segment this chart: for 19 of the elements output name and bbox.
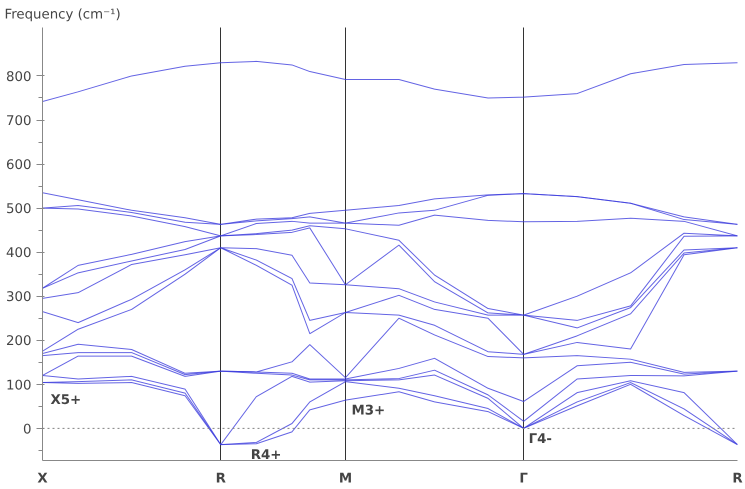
y-tick-label: 0 (23, 422, 32, 438)
x-tick-label: Γ (519, 472, 528, 486)
x-tick-label: R (216, 472, 226, 486)
y-tick-label: 300 (6, 290, 32, 306)
y-tick-label: 100 (6, 378, 32, 394)
y-axis-title: Frequency (cm⁻¹) (4, 8, 121, 22)
x-tick-label: X (37, 472, 48, 486)
x-tick-label: R (732, 472, 743, 486)
annotation: M3+ (351, 404, 386, 419)
annotation: Γ4- (528, 432, 552, 447)
y-tick-label: 200 (6, 334, 32, 350)
annotation: X5+ (50, 393, 82, 408)
y-tick-label: 500 (6, 202, 32, 218)
y-tick-label: 800 (6, 70, 32, 85)
y-tick-label: 400 (6, 246, 32, 262)
y-tick-label: 700 (6, 114, 32, 130)
annotation: R4+ (250, 448, 282, 463)
x-tick-label: M (338, 472, 352, 486)
y-tick-label: 600 (6, 158, 32, 174)
